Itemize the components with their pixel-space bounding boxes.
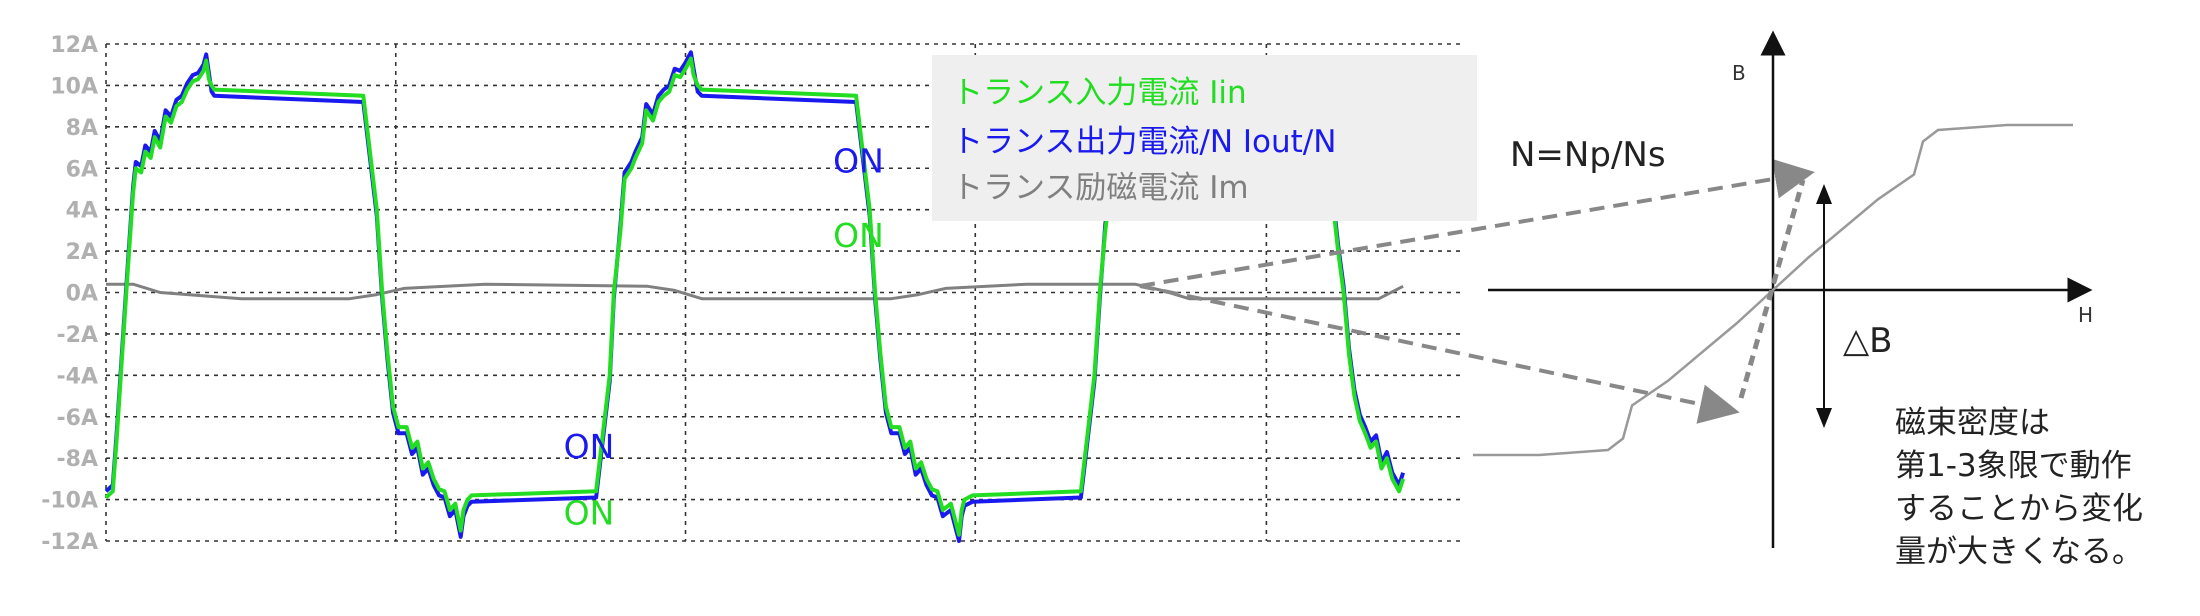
zoom-arrows (1139, 158, 1815, 424)
bh-curve-chart: H B △B N=Np/Ns 磁束密度は 第1-3象限で動作 することから変化 … (1473, 30, 2143, 570)
delta-b-label: △B (1843, 321, 1892, 361)
y-tick-label: -6A (57, 406, 98, 431)
note-line-2: 第1-3象限で動作 (1895, 448, 2132, 484)
bh-curve-line (1473, 123, 2073, 457)
y-tick-label: 12A (50, 33, 98, 58)
note-line-1: 磁束密度は (1895, 405, 2050, 441)
y-tick-label: 10A (50, 74, 98, 99)
y-tick-label: -12A (41, 530, 98, 555)
series-line-im (106, 282, 1404, 301)
ratio-label: N=Np/Ns (1510, 135, 1666, 175)
on-label: ON (833, 216, 884, 255)
note-line-3: することから変化 (1895, 491, 2143, 527)
operating-range-arrow (1738, 179, 1806, 399)
legend-background (932, 55, 1477, 221)
y-tick-label: 8A (66, 116, 98, 141)
delta-b-arrow-top-head (1816, 184, 1832, 204)
y-tick-label: 0A (66, 282, 98, 307)
y-tick-label: -2A (57, 323, 98, 348)
on-label: ON (564, 427, 615, 466)
on-label: ON (564, 493, 615, 532)
zoom-arrow-lower (1139, 284, 1740, 424)
y-tick-label: 2A (66, 240, 98, 265)
legend: トランス入力電流 Iin トランス出力電流/N Iout/N トランス励磁電流 … (932, 55, 1477, 221)
on-label: ON (833, 141, 884, 180)
y-tick-label: -4A (57, 364, 98, 389)
y-tick-label: -8A (57, 447, 98, 472)
h-axis-label: H (2078, 303, 2093, 327)
legend-entry-im: トランス励磁電流 Im (952, 170, 1249, 206)
legend-entry-iin: トランス入力電流 Iin (952, 75, 1247, 111)
y-tick-labels: 12A 10A 8A 6A 4A 2A 0A -2A -4A -6A -8A -10A -12A (41, 33, 98, 555)
y-tick-label: 6A (66, 157, 98, 182)
delta-b-arrow-bottom-head (1816, 408, 1832, 428)
y-tick-label: -10A (41, 489, 98, 514)
waveform-grid (105, 43, 1460, 542)
y-tick-label: 4A (66, 199, 98, 224)
zoom-arrow-upper (1139, 158, 1815, 288)
legend-entry-iout: トランス出力電流/N Iout/N (952, 124, 1336, 160)
note-line-4: 量が大きくなる。 (1895, 534, 2143, 570)
b-axis-label: B (1732, 61, 1746, 85)
on-annotations: ON ON ON ON (564, 141, 884, 532)
